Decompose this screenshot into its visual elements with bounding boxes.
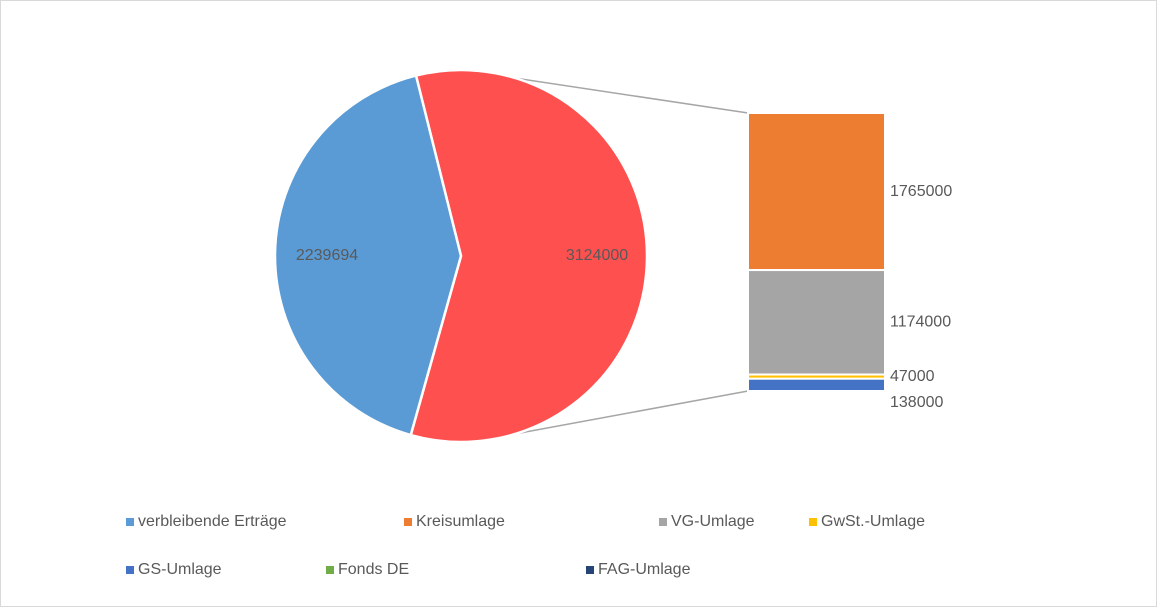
legend-label: VG-Umlage [671, 513, 755, 530]
data-label: 47000 [890, 368, 935, 385]
legend-label: GS-Umlage [138, 561, 222, 578]
bar-segment [747, 112, 886, 272]
legend-swatch [404, 518, 412, 526]
bar-segment [747, 269, 886, 376]
data-label: 1174000 [890, 314, 951, 331]
data-label: 138000 [890, 394, 943, 411]
legend-swatch [326, 566, 334, 574]
legend-label: FAG-Umlage [598, 561, 691, 578]
legend-swatch [809, 518, 817, 526]
legend-label: GwSt.-Umlage [821, 513, 925, 530]
bar-segment [747, 377, 886, 393]
legend-label: Fonds DE [338, 561, 409, 578]
data-label: 2239694 [296, 247, 358, 264]
legend-label: Kreisumlage [416, 513, 505, 530]
data-label: 3124000 [566, 247, 628, 264]
legend-label: verbleibende Erträge [138, 513, 287, 530]
legend-swatch [659, 518, 667, 526]
pie-slice [409, 68, 649, 444]
connector-line [519, 390, 749, 434]
data-label: 1765000 [890, 183, 952, 200]
legend-swatch [126, 518, 134, 526]
pie-slice [273, 74, 463, 437]
legend-swatch [126, 566, 134, 574]
legend-swatch [586, 566, 594, 574]
